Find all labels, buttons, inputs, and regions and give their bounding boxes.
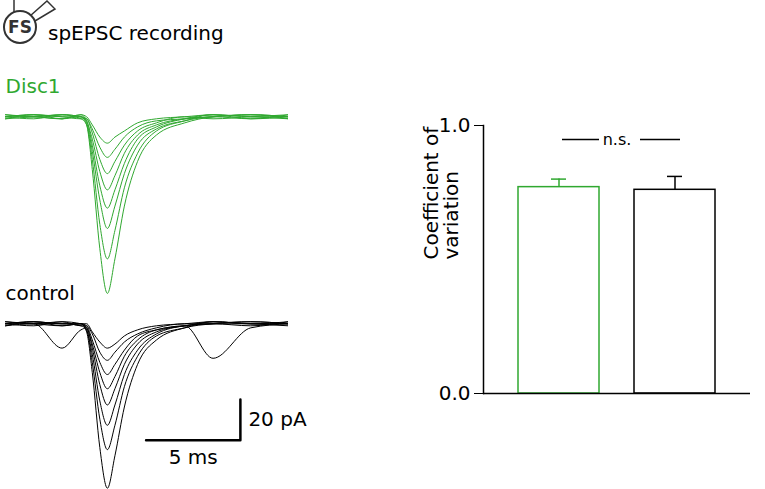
svg-text:1.0: 1.0 [439, 113, 471, 137]
svg-text:0.0: 0.0 [439, 381, 471, 405]
svg-text:spEPSC recording: spEPSC recording [48, 21, 224, 45]
svg-text:control: control [6, 281, 75, 305]
svg-text:FS: FS [8, 17, 32, 37]
svg-text:Disc1: Disc1 [6, 74, 61, 98]
svg-text:20 pA: 20 pA [248, 407, 307, 431]
svg-text:5 ms: 5 ms [169, 445, 218, 469]
svg-text:n.s.: n.s. [603, 130, 632, 149]
svg-text:Coefficient ofvariation: Coefficient ofvariation [419, 126, 463, 260]
